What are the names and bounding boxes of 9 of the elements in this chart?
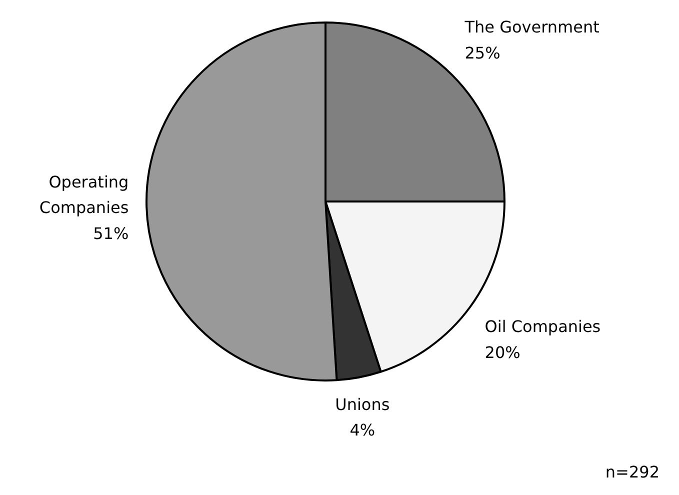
- text: n=292: [605, 462, 660, 482]
- slice-label: The Government: [464, 18, 600, 37]
- slice-label: Oil Companies: [484, 317, 601, 336]
- data-label: 51%: [93, 224, 129, 243]
- data-label: 4%: [350, 420, 376, 440]
- slice-label: Unions: [335, 394, 390, 414]
- data-label: 25%: [464, 43, 500, 62]
- data-label: 20%: [484, 342, 520, 362]
- slice-label: Operating Companies: [39, 172, 129, 218]
